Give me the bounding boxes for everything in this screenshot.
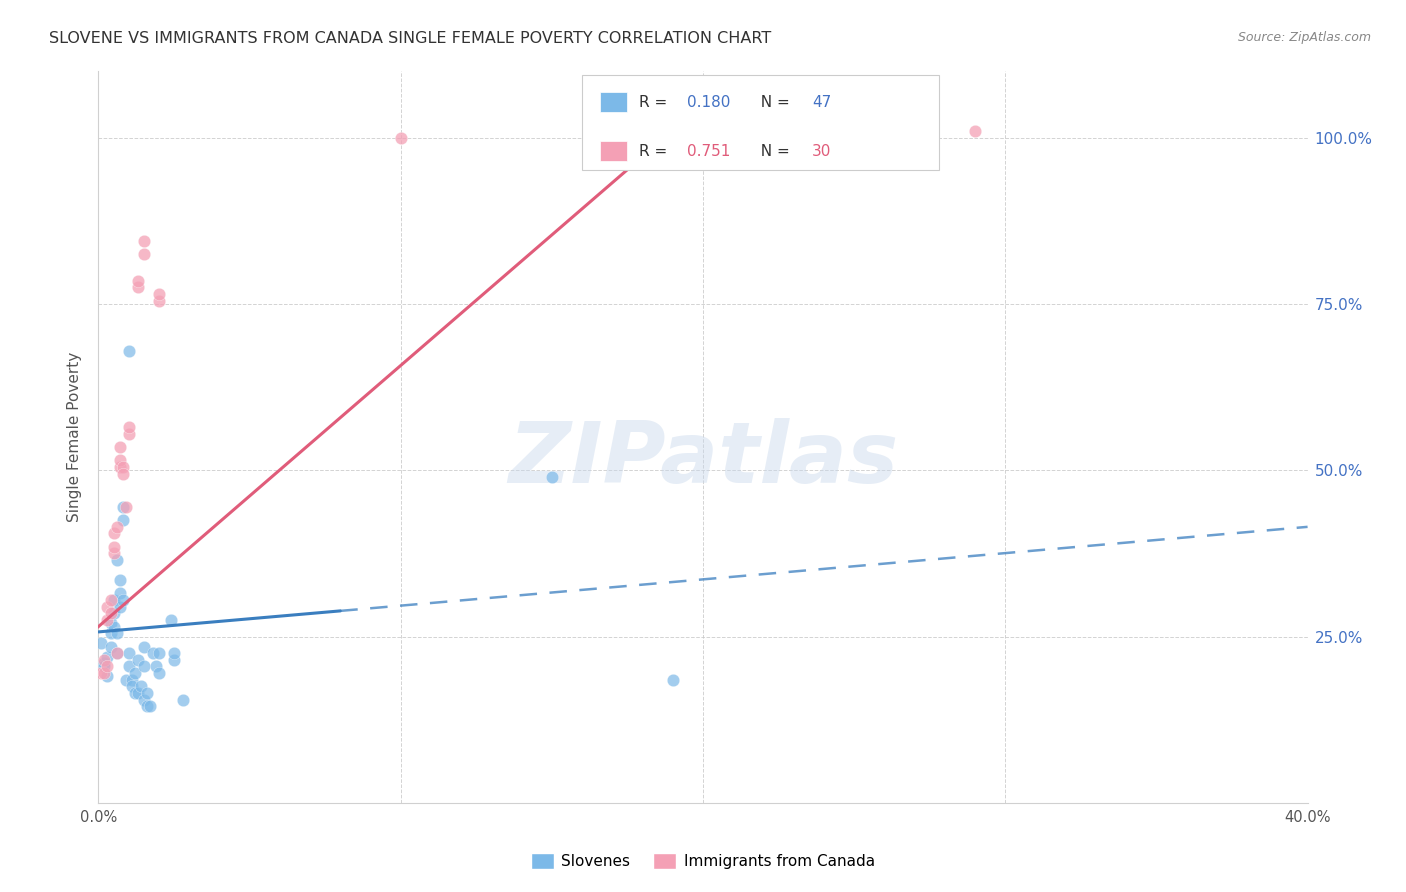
Text: 47: 47 (811, 95, 831, 110)
Text: N =: N = (751, 95, 794, 110)
Point (103, 607, 125, 621)
Point (965, 124, 987, 138)
Point (105, 646, 128, 660)
Point (132, 640, 155, 654)
FancyBboxPatch shape (582, 75, 939, 170)
Point (142, 646, 165, 660)
Point (96, 599, 118, 614)
Point (108, 440, 131, 454)
Point (93, 666, 115, 681)
Point (662, 673, 685, 687)
Text: Source: ZipAtlas.com: Source: ZipAtlas.com (1237, 31, 1371, 45)
Point (124, 666, 146, 681)
Point (105, 553, 128, 567)
Point (121, 680, 143, 694)
Point (172, 692, 194, 706)
Point (103, 546, 125, 560)
Point (132, 234, 155, 248)
Point (118, 426, 141, 441)
Point (108, 599, 131, 614)
Point (96, 659, 118, 673)
Point (132, 659, 155, 673)
Point (127, 274, 149, 288)
Point (127, 280, 149, 294)
Point (103, 619, 125, 633)
Point (135, 699, 157, 714)
Text: 0.180: 0.180 (688, 95, 731, 110)
Text: 0.751: 0.751 (688, 144, 731, 159)
Text: R =: R = (638, 95, 672, 110)
Point (148, 293, 170, 308)
Point (108, 573, 131, 587)
Point (389, 131, 412, 145)
Point (111, 500, 134, 514)
Point (692, 137, 714, 152)
Point (108, 586, 131, 600)
Point (148, 287, 170, 301)
Point (540, 470, 562, 484)
Point (111, 593, 134, 607)
Point (148, 646, 170, 660)
Point (93, 656, 115, 670)
Text: N =: N = (751, 144, 794, 159)
Point (105, 520, 128, 534)
Point (103, 593, 125, 607)
Point (118, 646, 141, 660)
Point (111, 460, 134, 475)
Point (90, 666, 112, 681)
Point (118, 343, 141, 358)
Point (100, 616, 122, 631)
Text: ZIPatlas: ZIPatlas (508, 417, 898, 500)
Point (118, 420, 141, 434)
Point (163, 646, 186, 660)
Y-axis label: Single Female Poverty: Single Female Poverty (67, 352, 83, 522)
Point (103, 526, 125, 541)
Point (96, 613, 118, 627)
Point (118, 659, 141, 673)
Legend: Slovenes, Immigrants from Canada: Slovenes, Immigrants from Canada (524, 847, 882, 875)
Point (100, 593, 122, 607)
Point (100, 626, 122, 640)
Point (121, 673, 143, 687)
Point (114, 673, 136, 687)
Point (145, 659, 167, 673)
Point (105, 626, 128, 640)
Point (108, 460, 131, 475)
Text: SLOVENE VS IMMIGRANTS FROM CANADA SINGLE FEMALE POVERTY CORRELATION CHART: SLOVENE VS IMMIGRANTS FROM CANADA SINGLE… (49, 31, 772, 46)
Point (111, 467, 134, 481)
Point (105, 646, 128, 660)
Point (124, 686, 146, 700)
Point (132, 692, 155, 706)
Point (96, 669, 118, 683)
Point (135, 686, 157, 700)
Point (114, 500, 136, 514)
Point (96, 649, 118, 664)
Point (111, 513, 134, 527)
Point (108, 453, 131, 467)
Point (127, 686, 149, 700)
Point (100, 607, 122, 621)
Text: R =: R = (638, 144, 672, 159)
Point (139, 699, 162, 714)
Point (148, 666, 170, 681)
Bar (600, 141, 627, 161)
Point (160, 613, 183, 627)
Point (90, 636, 112, 650)
Point (93, 659, 115, 673)
Point (100, 640, 122, 654)
Bar (600, 92, 627, 112)
Point (163, 653, 186, 667)
Point (129, 680, 152, 694)
Point (127, 653, 149, 667)
Text: 30: 30 (811, 144, 831, 159)
Point (93, 653, 115, 667)
Point (132, 247, 155, 261)
Point (103, 540, 125, 554)
